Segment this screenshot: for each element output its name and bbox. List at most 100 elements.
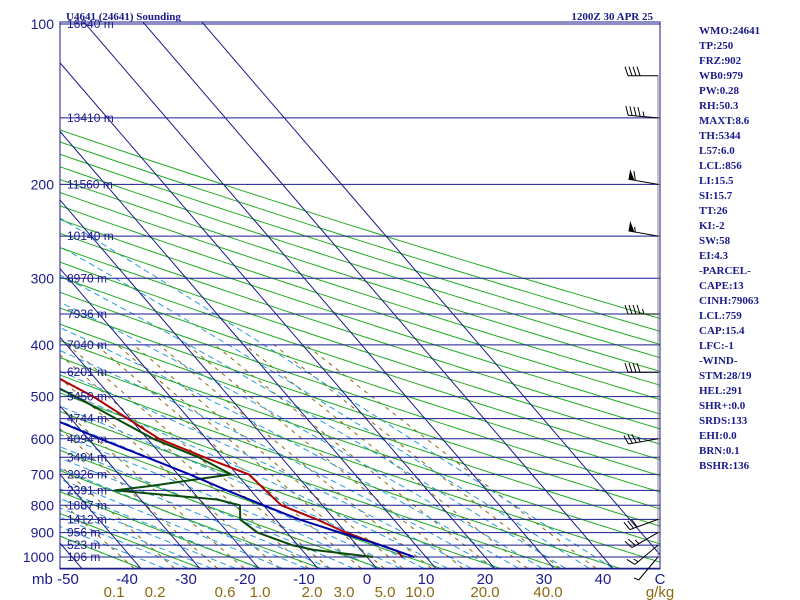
sounding-index: LFC:-1 — [699, 340, 734, 352]
sounding-index: TT:26 — [699, 205, 728, 217]
height-label: 1412 m — [67, 512, 107, 526]
mixing-ratio-line — [60, 354, 309, 569]
wind-barb-staff — [638, 556, 659, 581]
mixing-ratio-line — [67, 344, 331, 569]
temperature-tick-label: -10 — [293, 571, 315, 588]
mixing-ratio-tick-label: 3.0 — [334, 584, 355, 600]
wind-barb-flag — [632, 363, 637, 373]
pressure-tick-label: 900 — [31, 525, 55, 541]
mixing-ratio-line — [60, 464, 175, 569]
dry-adiabats — [60, 129, 660, 569]
sounding-profiles — [60, 377, 415, 558]
sounding-index: CAP:15.4 — [699, 325, 745, 337]
chart-title: U4641 (24641) Sounding — [66, 11, 181, 23]
isotherm-line — [83, 22, 555, 569]
isotherm-line — [60, 62, 496, 569]
sounding-index: FRZ:902 — [699, 55, 742, 67]
sounding-index: EI:4.3 — [699, 250, 729, 262]
sounding-index: LI:15.5 — [699, 175, 734, 187]
wind-barb-staff — [628, 114, 659, 119]
mixing-ratio-line — [273, 344, 561, 569]
wind-barb-staff — [628, 438, 659, 445]
isotherm-line — [60, 267, 319, 569]
moist-adiabat — [60, 526, 165, 569]
wind-barb — [628, 221, 659, 237]
isotherm-line — [201, 22, 660, 556]
dry-adiabat — [60, 218, 660, 415]
dry-adiabat — [60, 276, 660, 477]
height-label: 6201 m — [67, 365, 107, 379]
height-label: 16640 m — [67, 17, 114, 31]
wind-barb-flag — [625, 105, 629, 116]
height-label: 7040 m — [67, 338, 107, 352]
wind-barb-flag — [633, 171, 636, 181]
mixing-ratio-line — [244, 344, 528, 569]
height-label: 8970 m — [67, 271, 107, 285]
pressure-tick-label: 800 — [31, 497, 55, 513]
sounding-index: -PARCEL- — [699, 265, 751, 277]
mixing-ratio-tick-label: 20.0 — [470, 584, 499, 600]
height-label: 5450 m — [67, 390, 107, 404]
wind-barb-flag — [628, 304, 633, 315]
mixing-ratio-lines — [60, 344, 597, 569]
mixing-ratio-line — [60, 377, 280, 569]
isotherm-line — [0, 17, 28, 574]
dry-adiabat — [60, 491, 261, 569]
temperature-tick-label: 20 — [477, 571, 494, 588]
sounding-index: EHI:0.0 — [699, 430, 737, 442]
dry-adiabat — [60, 261, 660, 461]
wind-barb-staff — [634, 544, 659, 565]
height-label: 2926 m — [67, 467, 107, 481]
moist-adiabat — [60, 433, 377, 569]
wind-barb-half-flag — [633, 558, 639, 563]
height-label: 956 m — [67, 526, 100, 540]
dry-adiabat — [60, 129, 660, 319]
wind-barb-flag — [636, 66, 641, 76]
pressure-tick-labels: 100 200 300 400 500 600 700 800 900 1000 — [23, 16, 54, 565]
dewpoint-profile — [60, 387, 374, 558]
sounding-index: TH:5344 — [699, 130, 741, 142]
dry-adiabat — [60, 392, 561, 569]
mixing-ratio-line — [95, 344, 362, 569]
height-label: 3494 m — [67, 450, 107, 464]
moist-adiabat — [60, 389, 448, 569]
dry-adiabat — [60, 449, 381, 569]
wind-barb-half-flag — [634, 226, 636, 233]
wind-barb-flag — [636, 304, 641, 315]
height-label: 10140 m — [67, 229, 114, 243]
wind-barb-flag — [623, 435, 629, 445]
sounding-index: CINH:79063 — [699, 295, 759, 307]
pressure-tick-label: 400 — [31, 337, 55, 353]
sounding-index: SI:15.7 — [699, 190, 733, 202]
height-label: 11560 m — [67, 177, 113, 191]
wind-barb-half-flag — [642, 308, 645, 315]
sounding-index: KI:-2 — [699, 220, 725, 232]
dry-adiabat — [60, 323, 660, 527]
sounding-index: L57:6.0 — [699, 145, 735, 157]
wind-barb — [623, 433, 659, 445]
height-label: 2391 m — [67, 483, 107, 497]
wind-barb-flag — [637, 106, 641, 117]
mixing-ratio-tick-labels: 0.1 0.2 0.6 1.0 2.0 3.0 5.0 10.0 20.0 40.0 g/kg — [104, 584, 675, 600]
sounding-index: BRN:0.1 — [699, 445, 740, 457]
pressure-axis-label: mb — [32, 571, 53, 588]
dry-adiabat — [60, 357, 660, 563]
sounding-index: MAXT:8.6 — [699, 115, 750, 127]
wind-barb-flag — [624, 304, 629, 315]
sounding-index: SW:58 — [699, 235, 731, 247]
wind-barb-flag — [628, 66, 633, 76]
dry-adiabat — [60, 291, 660, 493]
wind-barb — [626, 544, 659, 565]
wind-barb-flag — [624, 66, 629, 76]
mixing-ratio-line — [60, 428, 218, 569]
wind-barbs — [623, 66, 659, 581]
isobars — [60, 23, 660, 569]
dry-adiabat — [60, 205, 660, 400]
dry-adiabat — [60, 470, 321, 569]
dry-adiabat — [60, 374, 620, 569]
height-label: 4744 m — [67, 412, 107, 426]
sounding-index: WMO:24641 — [699, 25, 761, 37]
wind-barb-staff — [631, 532, 659, 549]
wind-barb-flag — [623, 521, 631, 530]
